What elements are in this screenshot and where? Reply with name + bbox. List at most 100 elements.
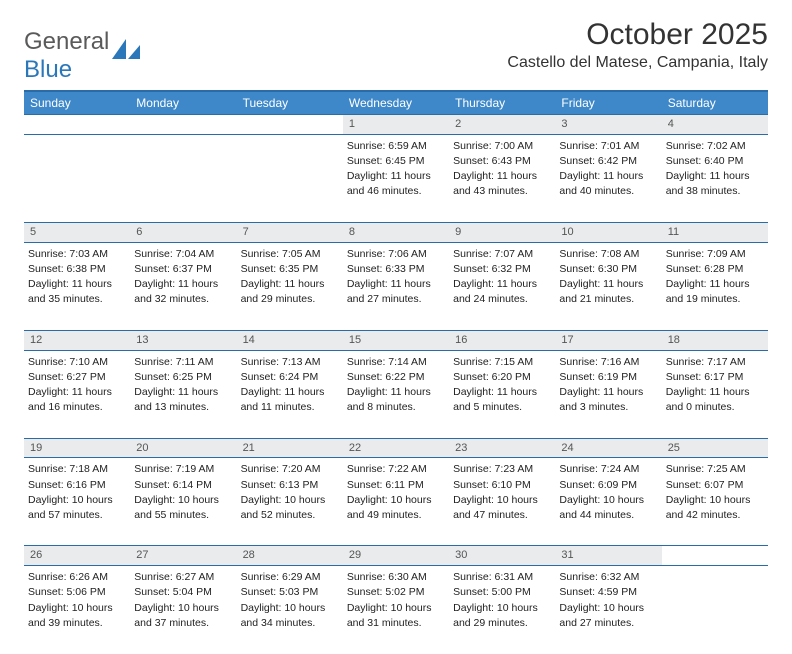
day-cell: Sunrise: 7:22 AMSunset: 6:11 PMDaylight:… — [343, 458, 449, 546]
day-number: 21 — [237, 438, 343, 458]
day-cell: Sunrise: 7:24 AMSunset: 6:09 PMDaylight:… — [555, 458, 661, 546]
logo-word1: General — [24, 28, 109, 55]
daylight-text: Daylight: 11 hours — [559, 169, 657, 183]
sunset-text: Sunset: 6:17 PM — [666, 370, 764, 384]
daylight-text: Daylight: 11 hours — [453, 169, 551, 183]
sunset-text: Sunset: 6:07 PM — [666, 478, 764, 492]
daylight-text: Daylight: 10 hours — [559, 601, 657, 615]
sunrise-text: Sunrise: 7:09 AM — [666, 247, 764, 261]
day-cell: Sunrise: 7:18 AMSunset: 6:16 PMDaylight:… — [24, 458, 130, 546]
day-cell: Sunrise: 7:06 AMSunset: 6:33 PMDaylight:… — [343, 242, 449, 330]
daylight-text: Daylight: 10 hours — [28, 601, 126, 615]
day-number: 14 — [237, 330, 343, 350]
sunset-text: Sunset: 5:04 PM — [134, 585, 232, 599]
daylight-text: Daylight: 10 hours — [559, 493, 657, 507]
daylight-text: and 8 minutes. — [347, 400, 445, 414]
sunrise-text: Sunrise: 6:30 AM — [347, 570, 445, 584]
sunrise-text: Sunrise: 7:22 AM — [347, 462, 445, 476]
location: Castello del Matese, Campania, Italy — [507, 54, 768, 72]
sunrise-text: Sunrise: 7:19 AM — [134, 462, 232, 476]
sunrise-text: Sunrise: 7:08 AM — [559, 247, 657, 261]
day-cell: Sunrise: 7:02 AMSunset: 6:40 PMDaylight:… — [662, 134, 768, 222]
day-cell — [662, 566, 768, 654]
day-cell: Sunrise: 7:14 AMSunset: 6:22 PMDaylight:… — [343, 350, 449, 438]
day-number — [130, 115, 236, 135]
day-number: 3 — [555, 115, 661, 135]
daylight-text: Daylight: 11 hours — [453, 277, 551, 291]
weekday-header: Sunday — [24, 91, 130, 115]
day-number: 19 — [24, 438, 130, 458]
calendar-page: General Blue October 2025 Castello del M… — [0, 0, 792, 654]
day-number: 12 — [24, 330, 130, 350]
sunset-text: Sunset: 6:16 PM — [28, 478, 126, 492]
day-cell: Sunrise: 6:32 AMSunset: 4:59 PMDaylight:… — [555, 566, 661, 654]
calendar-table: SundayMondayTuesdayWednesdayThursdayFrid… — [24, 90, 768, 654]
day-number: 15 — [343, 330, 449, 350]
daylight-text: and 21 minutes. — [559, 292, 657, 306]
day-cell: Sunrise: 6:29 AMSunset: 5:03 PMDaylight:… — [237, 566, 343, 654]
sunrise-text: Sunrise: 6:26 AM — [28, 570, 126, 584]
sunrise-text: Sunrise: 7:16 AM — [559, 355, 657, 369]
daylight-text: Daylight: 10 hours — [453, 601, 551, 615]
sunrise-text: Sunrise: 6:59 AM — [347, 139, 445, 153]
daylight-text: Daylight: 11 hours — [241, 385, 339, 399]
day-number: 10 — [555, 222, 661, 242]
day-cell: Sunrise: 6:59 AMSunset: 6:45 PMDaylight:… — [343, 134, 449, 222]
sunset-text: Sunset: 6:24 PM — [241, 370, 339, 384]
daylight-text: and 35 minutes. — [28, 292, 126, 306]
day-cell: Sunrise: 6:30 AMSunset: 5:02 PMDaylight:… — [343, 566, 449, 654]
day-number: 24 — [555, 438, 661, 458]
daylight-text: Daylight: 11 hours — [134, 277, 232, 291]
sunset-text: Sunset: 6:38 PM — [28, 262, 126, 276]
sunset-text: Sunset: 6:40 PM — [666, 154, 764, 168]
day-content-row: Sunrise: 7:10 AMSunset: 6:27 PMDaylight:… — [24, 350, 768, 438]
sunrise-text: Sunrise: 7:06 AM — [347, 247, 445, 261]
daylight-text: Daylight: 10 hours — [666, 493, 764, 507]
day-cell: Sunrise: 7:11 AMSunset: 6:25 PMDaylight:… — [130, 350, 236, 438]
sunset-text: Sunset: 5:06 PM — [28, 585, 126, 599]
day-cell: Sunrise: 7:10 AMSunset: 6:27 PMDaylight:… — [24, 350, 130, 438]
sunset-text: Sunset: 4:59 PM — [559, 585, 657, 599]
sunset-text: Sunset: 6:11 PM — [347, 478, 445, 492]
day-cell: Sunrise: 7:25 AMSunset: 6:07 PMDaylight:… — [662, 458, 768, 546]
day-number: 18 — [662, 330, 768, 350]
day-number — [24, 115, 130, 135]
daylight-text: Daylight: 10 hours — [241, 493, 339, 507]
day-number — [237, 115, 343, 135]
sunrise-text: Sunrise: 7:18 AM — [28, 462, 126, 476]
sunset-text: Sunset: 5:02 PM — [347, 585, 445, 599]
daylight-text: and 40 minutes. — [559, 184, 657, 198]
daylight-text: Daylight: 11 hours — [347, 169, 445, 183]
daylight-text: Daylight: 10 hours — [134, 601, 232, 615]
day-number: 26 — [24, 546, 130, 566]
daylight-text: and 57 minutes. — [28, 508, 126, 522]
sunset-text: Sunset: 6:28 PM — [666, 262, 764, 276]
day-cell: Sunrise: 7:13 AMSunset: 6:24 PMDaylight:… — [237, 350, 343, 438]
daylight-text: and 19 minutes. — [666, 292, 764, 306]
sunrise-text: Sunrise: 7:15 AM — [453, 355, 551, 369]
day-number: 25 — [662, 438, 768, 458]
day-cell: Sunrise: 7:19 AM Sunset: 6:14 PMDaylight:… — [130, 458, 236, 546]
daylight-text: Daylight: 11 hours — [28, 385, 126, 399]
daylight-text: and 43 minutes. — [453, 184, 551, 198]
day-cell: Sunrise: 7:23 AMSunset: 6:10 PMDaylight:… — [449, 458, 555, 546]
title-block: October 2025 Castello del Matese, Campan… — [507, 18, 768, 72]
day-number: 5 — [24, 222, 130, 242]
day-number-row: 19202122232425 — [24, 438, 768, 458]
daylight-text: and 3 minutes. — [559, 400, 657, 414]
day-number: 2 — [449, 115, 555, 135]
daylight-text: Daylight: 10 hours — [134, 493, 232, 507]
sunset-text: Sunset: 6:20 PM — [453, 370, 551, 384]
day-content-row: Sunrise: 6:59 AMSunset: 6:45 PMDaylight:… — [24, 134, 768, 222]
sunset-text: Sunset: 6:14 PM — [134, 478, 232, 492]
daylight-text: Daylight: 11 hours — [134, 385, 232, 399]
daylight-text: Daylight: 11 hours — [666, 169, 764, 183]
sunrise-text: Sunrise: 6:27 AM — [134, 570, 232, 584]
sunrise-text: Sunrise: 7:14 AM — [347, 355, 445, 369]
daylight-text: Daylight: 11 hours — [453, 385, 551, 399]
sunrise-text: Sunrise: 7:04 AM — [134, 247, 232, 261]
daylight-text: Daylight: 11 hours — [559, 385, 657, 399]
daylight-text: and 47 minutes. — [453, 508, 551, 522]
daylight-text: and 29 minutes. — [241, 292, 339, 306]
daylight-text: and 32 minutes. — [134, 292, 232, 306]
